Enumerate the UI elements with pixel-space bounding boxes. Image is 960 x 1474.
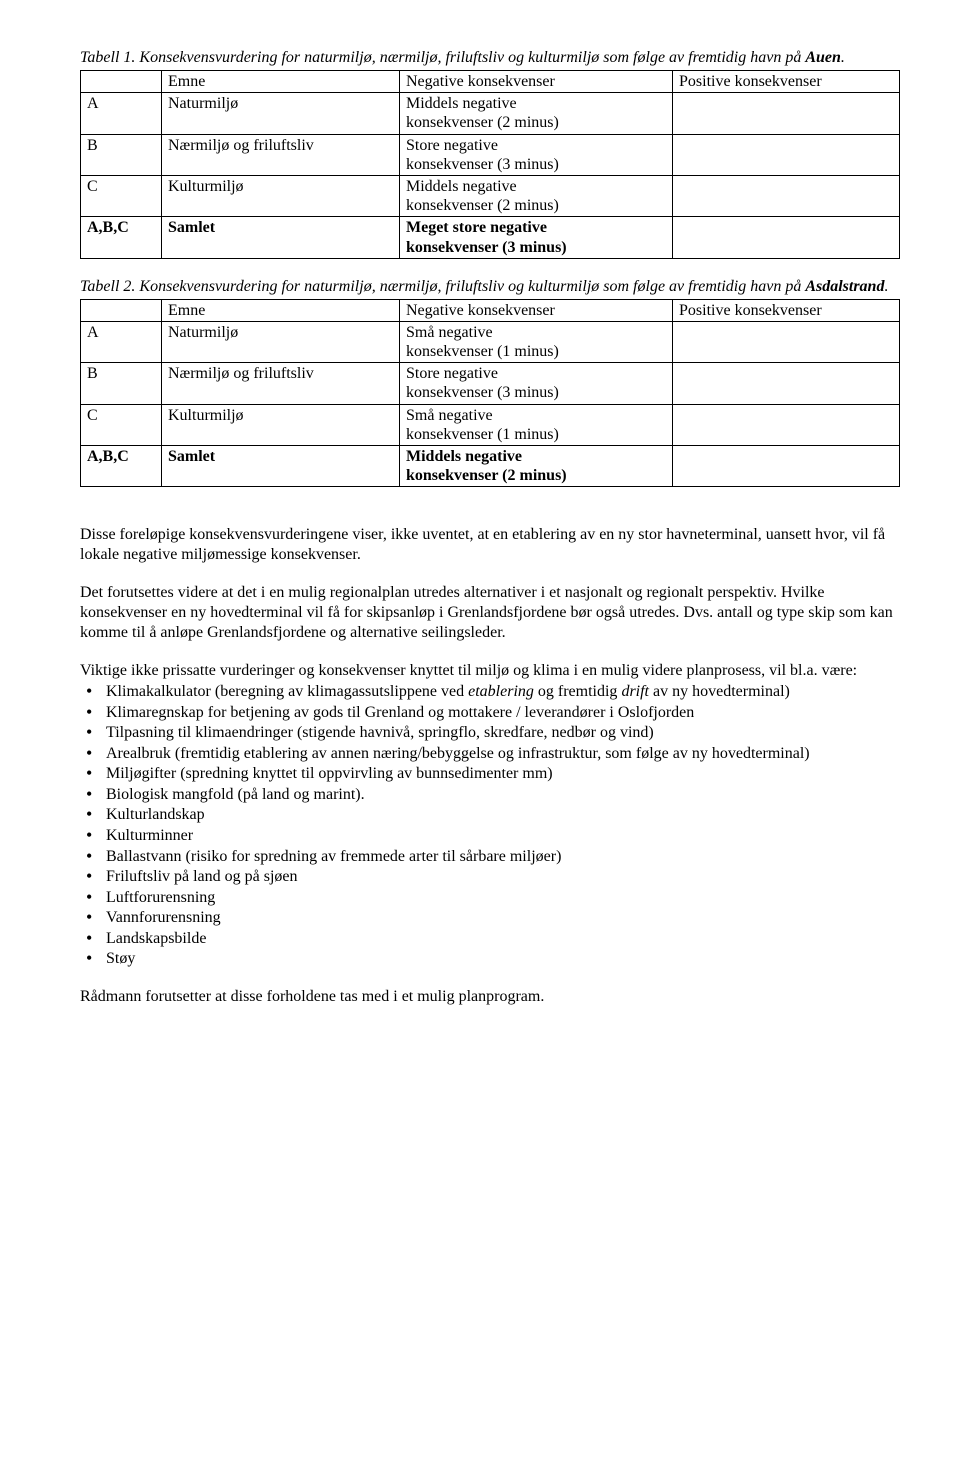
- th-emne: Emne: [162, 71, 400, 93]
- table-row: B Nærmiljø og friluftsliv Store negative…: [81, 134, 900, 175]
- cell-pos: [673, 93, 900, 134]
- th-pos: Positive konsekvenser: [673, 299, 900, 321]
- li-post: av ny hovedterminal): [649, 683, 790, 700]
- caption-post: .: [884, 278, 888, 295]
- list-item: Ballastvann (risiko for spredning av fre…: [106, 847, 900, 867]
- caption-bold: Auen: [805, 49, 841, 66]
- th-code: [81, 299, 162, 321]
- cell-code: C: [81, 404, 162, 445]
- cell-code: A: [81, 321, 162, 362]
- li-ital2: drift: [621, 683, 649, 700]
- cell-neg: Store negativekonsekvenser (3 minus): [400, 363, 673, 404]
- li-ital1: etablering: [468, 683, 534, 700]
- cell-neg: Middels negativekonsekvenser (2 minus): [400, 446, 673, 487]
- table-row-summary: A,B,C Samlet Middels negativekonsekvense…: [81, 446, 900, 487]
- list-item: Klimaregnskap for betjening av gods til …: [106, 703, 900, 723]
- cell-code: C: [81, 175, 162, 216]
- cell-neg: Små negativekonsekvenser (1 minus): [400, 321, 673, 362]
- paragraph-2: Det forutsettes videre at det i en mulig…: [80, 583, 900, 643]
- cell-pos: [673, 175, 900, 216]
- cell-emne: Nærmiljø og friluftsliv: [162, 363, 400, 404]
- list-item: Miljøgifter (spredning knyttet til oppvi…: [106, 764, 900, 784]
- table-row-summary: A,B,C Samlet Meget store negativekonsekv…: [81, 217, 900, 258]
- cell-emne: Naturmiljø: [162, 93, 400, 134]
- list-item: Klimakalkulator (beregning av klimagassu…: [106, 682, 900, 702]
- cell-emne: Samlet: [162, 446, 400, 487]
- th-neg: Negative konsekvenser: [400, 71, 673, 93]
- th-code: [81, 71, 162, 93]
- th-emne: Emne: [162, 299, 400, 321]
- cell-code: B: [81, 134, 162, 175]
- table1-caption: Tabell 1. Konsekvensvurdering for naturm…: [80, 48, 900, 68]
- cell-emne: Samlet: [162, 217, 400, 258]
- list-item: Kulturlandskap: [106, 805, 900, 825]
- table2-caption: Tabell 2. Konsekvensvurdering for naturm…: [80, 277, 900, 297]
- li-pre: Klimakalkulator (beregning av klimagassu…: [106, 683, 468, 700]
- cell-neg: Små negativekonsekvenser (1 minus): [400, 404, 673, 445]
- table-row: A Naturmiljø Middels negativekonsekvense…: [81, 93, 900, 134]
- table2: Emne Negative konsekvenser Positive kons…: [80, 299, 900, 488]
- caption-text: Tabell 1. Konsekvensvurdering for naturm…: [80, 49, 805, 66]
- cell-emne: Naturmiljø: [162, 321, 400, 362]
- cell-code: A,B,C: [81, 446, 162, 487]
- paragraph-end: Rådmann forutsetter at disse forholdene …: [80, 987, 900, 1007]
- list-item: Tilpasning til klimaendringer (stigende …: [106, 723, 900, 743]
- cell-emne: Kulturmiljø: [162, 175, 400, 216]
- cell-neg: Middels negativekonsekvenser (2 minus): [400, 175, 673, 216]
- cell-neg: Store negativekonsekvenser (3 minus): [400, 134, 673, 175]
- cell-pos: [673, 446, 900, 487]
- table-header-row: Emne Negative konsekvenser Positive kons…: [81, 299, 900, 321]
- cell-code: A,B,C: [81, 217, 162, 258]
- caption-bold: Asdalstrand: [805, 278, 884, 295]
- li-mid: og fremtidig: [534, 683, 622, 700]
- paragraph-3-intro: Viktige ikke prissatte vurderinger og ko…: [80, 661, 900, 681]
- cell-pos: [673, 321, 900, 362]
- list-item: Landskapsbilde: [106, 929, 900, 949]
- cell-code: B: [81, 363, 162, 404]
- cell-pos: [673, 404, 900, 445]
- cell-emne: Nærmiljø og friluftsliv: [162, 134, 400, 175]
- table-row: A Naturmiljø Små negativekonsekvenser (1…: [81, 321, 900, 362]
- list-item: Luftforurensning: [106, 888, 900, 908]
- cell-pos: [673, 134, 900, 175]
- cell-neg: Middels negativekonsekvenser (2 minus): [400, 93, 673, 134]
- table1: Emne Negative konsekvenser Positive kons…: [80, 70, 900, 259]
- table-row: C Kulturmiljø Middels negativekonsekvens…: [81, 175, 900, 216]
- caption-text: Tabell 2. Konsekvensvurdering for naturm…: [80, 278, 805, 295]
- cell-neg: Meget store negativekonsekvenser (3 minu…: [400, 217, 673, 258]
- th-pos: Positive konsekvenser: [673, 71, 900, 93]
- cell-pos: [673, 217, 900, 258]
- caption-post: .: [841, 49, 845, 66]
- cell-pos: [673, 363, 900, 404]
- list-item: Vannforurensning: [106, 908, 900, 928]
- list-item: Støy: [106, 949, 900, 969]
- bullet-list: Klimakalkulator (beregning av klimagassu…: [80, 682, 900, 968]
- paragraph-1: Disse foreløpige konsekvensvurderingene …: [80, 525, 900, 565]
- cell-code: A: [81, 93, 162, 134]
- cell-emne: Kulturmiljø: [162, 404, 400, 445]
- list-item: Kulturminner: [106, 826, 900, 846]
- list-item: Friluftsliv på land og på sjøen: [106, 867, 900, 887]
- table-header-row: Emne Negative konsekvenser Positive kons…: [81, 71, 900, 93]
- list-item: Arealbruk (fremtidig etablering av annen…: [106, 744, 900, 764]
- list-item: Biologisk mangfold (på land og marint).: [106, 785, 900, 805]
- th-neg: Negative konsekvenser: [400, 299, 673, 321]
- table-row: C Kulturmiljø Små negativekonsekvenser (…: [81, 404, 900, 445]
- table-row: B Nærmiljø og friluftsliv Store negative…: [81, 363, 900, 404]
